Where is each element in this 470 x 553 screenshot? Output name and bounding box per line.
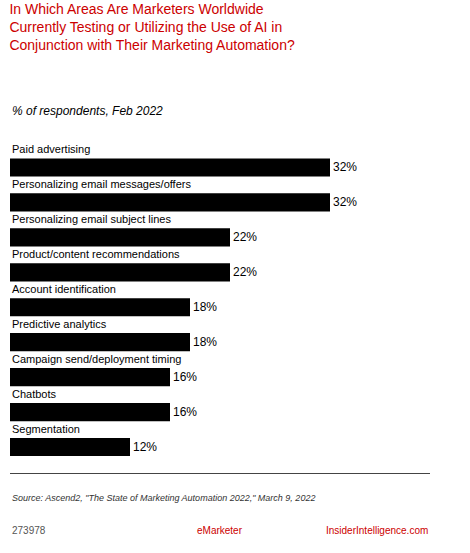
svg-text:InsiderIntelligence.com: InsiderIntelligence.com [326, 525, 428, 536]
svg-text:32%: 32% [333, 195, 357, 209]
svg-text:32%: 32% [333, 160, 357, 174]
svg-text:22%: 22% [233, 230, 257, 244]
svg-text:16%: 16% [173, 405, 197, 419]
svg-text:22%: 22% [233, 265, 257, 279]
svg-text:273978: 273978 [12, 525, 46, 536]
svg-text:16%: 16% [173, 370, 197, 384]
svg-text:Product/content recommendation: Product/content recommendations [12, 248, 180, 260]
svg-text:Paid advertising: Paid advertising [12, 143, 90, 155]
svg-text:In Which Areas Are Marketers W: In Which Areas Are Marketers WorldwideCu… [9, 1, 295, 53]
svg-text:Chatbots: Chatbots [12, 388, 57, 400]
svg-text:18%: 18% [193, 300, 217, 314]
svg-text:% of respondents, Feb 2022: % of respondents, Feb 2022 [12, 104, 163, 118]
svg-text:12%: 12% [133, 440, 157, 454]
svg-text:eMarketer: eMarketer [197, 525, 243, 536]
svg-text:Segmentation: Segmentation [12, 423, 80, 435]
svg-text:Predictive analytics: Predictive analytics [12, 318, 107, 330]
svg-text:Personalizing email messages/o: Personalizing email messages/offers [12, 178, 191, 190]
svg-text:Source: Ascend2, "The State of: Source: Ascend2, "The State of Marketing… [12, 493, 315, 503]
svg-text:Campaign send/deployment timin: Campaign send/deployment timing [12, 353, 181, 365]
svg-text:18%: 18% [193, 335, 217, 349]
svg-text:Account identification: Account identification [12, 283, 116, 295]
svg-text:Personalizing email subject li: Personalizing email subject lines [12, 213, 171, 225]
